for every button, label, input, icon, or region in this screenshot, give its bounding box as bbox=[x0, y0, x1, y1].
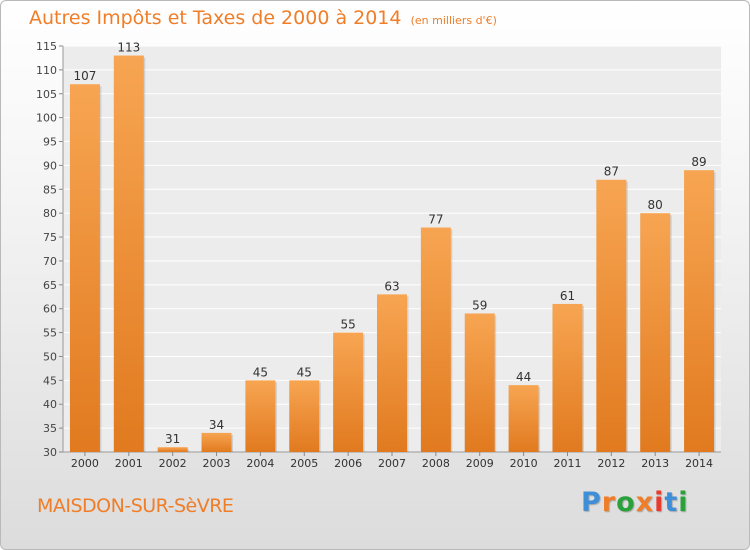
x-tick-label: 2000 bbox=[71, 457, 99, 470]
y-tick-label: 60 bbox=[43, 303, 57, 316]
bar bbox=[552, 303, 583, 452]
logo-letter: t bbox=[664, 487, 679, 518]
y-tick-label: 75 bbox=[43, 231, 57, 244]
logo-letter: P bbox=[581, 487, 602, 518]
y-tick-label: 45 bbox=[43, 374, 57, 387]
y-tick-label: 115 bbox=[36, 40, 57, 53]
chart-title: Autres Impôts et Taxes de 2000 à 2014 (e… bbox=[29, 7, 497, 29]
y-tick-label: 100 bbox=[36, 112, 57, 125]
y-tick-label: 70 bbox=[43, 255, 57, 268]
chart-title-main: Autres Impôts et Taxes de 2000 à 2014 bbox=[29, 7, 402, 29]
x-tick-label: 2012 bbox=[597, 457, 625, 470]
y-tick-label: 55 bbox=[43, 327, 57, 340]
logo-letter: x bbox=[635, 487, 655, 518]
bar bbox=[596, 179, 627, 452]
chart-title-unit: (en milliers d'€) bbox=[410, 14, 497, 27]
x-tick-label: 2007 bbox=[378, 457, 406, 470]
data-label: 34 bbox=[209, 418, 224, 432]
logo-letter: i bbox=[654, 487, 665, 518]
x-tick-label: 2003 bbox=[203, 457, 231, 470]
y-tick-label: 50 bbox=[43, 350, 57, 363]
x-tick-label: 2009 bbox=[466, 457, 494, 470]
data-label: 113 bbox=[117, 41, 140, 55]
y-tick-label: 110 bbox=[36, 64, 57, 77]
data-label: 107 bbox=[73, 69, 96, 83]
commune-name: MAISDON-SUR-SèVRE bbox=[37, 495, 234, 517]
proxiti-logo: Proxiti bbox=[581, 487, 689, 518]
y-tick-label: 65 bbox=[43, 279, 57, 292]
x-tick-label: 2008 bbox=[422, 457, 450, 470]
y-tick-label: 90 bbox=[43, 159, 57, 172]
y-tick-label: 80 bbox=[43, 207, 57, 220]
data-label: 87 bbox=[604, 165, 619, 179]
x-tick-label: 2006 bbox=[334, 457, 362, 470]
x-tick-label: 2013 bbox=[641, 457, 669, 470]
x-tick-label: 2004 bbox=[246, 457, 274, 470]
bar bbox=[464, 313, 495, 452]
data-label: 63 bbox=[384, 279, 399, 293]
logo-letter: i bbox=[678, 487, 689, 518]
bar bbox=[377, 294, 407, 452]
y-tick-label: 35 bbox=[43, 422, 57, 435]
bar bbox=[201, 432, 232, 452]
y-tick-label: 30 bbox=[43, 446, 57, 459]
y-tick-label: 95 bbox=[43, 136, 57, 149]
x-tick-label: 2010 bbox=[510, 457, 538, 470]
x-tick-label: 2002 bbox=[159, 457, 187, 470]
data-label: 59 bbox=[472, 298, 487, 312]
data-label: 80 bbox=[648, 198, 663, 212]
bar bbox=[508, 385, 539, 452]
bar bbox=[684, 170, 715, 452]
logo-letter: r bbox=[601, 487, 617, 518]
x-tick-label: 2001 bbox=[115, 457, 143, 470]
logo-letter: o bbox=[616, 487, 636, 518]
x-tick-label: 2005 bbox=[290, 457, 318, 470]
data-label: 55 bbox=[340, 318, 355, 332]
data-label: 44 bbox=[516, 370, 531, 384]
data-label: 45 bbox=[253, 365, 268, 379]
data-label: 31 bbox=[165, 432, 180, 446]
bar bbox=[420, 227, 451, 452]
bar bbox=[69, 84, 100, 452]
y-tick-label: 105 bbox=[36, 88, 57, 101]
bar bbox=[113, 55, 144, 452]
bar bbox=[245, 380, 276, 452]
bar bbox=[333, 332, 364, 452]
data-label: 77 bbox=[428, 213, 443, 227]
bar bbox=[289, 380, 320, 452]
data-label: 45 bbox=[297, 365, 312, 379]
data-label: 61 bbox=[560, 289, 575, 303]
y-tick-label: 40 bbox=[43, 398, 57, 411]
x-tick-label: 2014 bbox=[685, 457, 713, 470]
bar bbox=[157, 447, 188, 452]
bar bbox=[640, 213, 671, 452]
y-tick-label: 85 bbox=[43, 183, 57, 196]
x-tick-label: 2011 bbox=[553, 457, 581, 470]
data-label: 89 bbox=[691, 155, 706, 169]
